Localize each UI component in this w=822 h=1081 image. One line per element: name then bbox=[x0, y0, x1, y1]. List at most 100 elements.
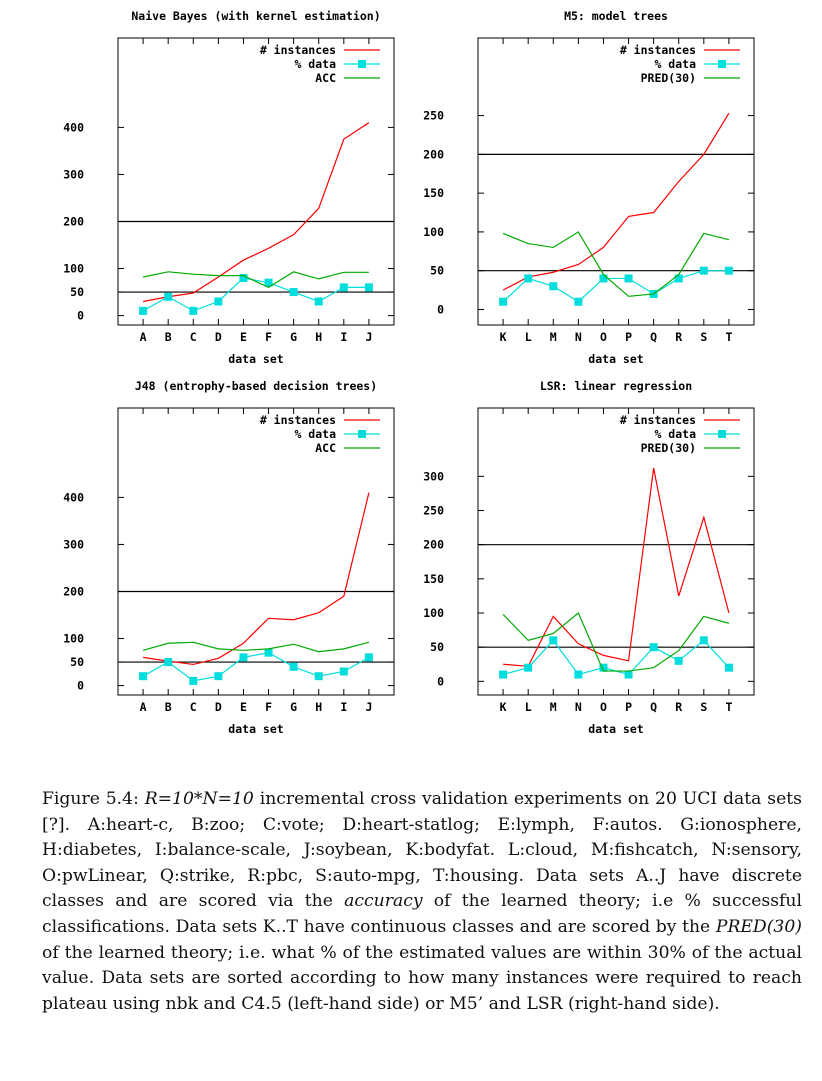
y-tick-label: 300 bbox=[63, 167, 84, 181]
x-tick-label: K bbox=[500, 330, 507, 344]
x-tick-label: N bbox=[575, 700, 582, 714]
x-tick-label: I bbox=[340, 330, 347, 344]
legend-label: # instances bbox=[620, 43, 696, 57]
data-point bbox=[674, 656, 683, 665]
y-tick-label: 0 bbox=[77, 679, 84, 693]
x-axis-label: data set bbox=[588, 352, 643, 366]
x-tick-label: H bbox=[315, 330, 322, 344]
charts-figure: Naive Bayes (with kernel estimation) 0 50 1… bbox=[63, 9, 755, 736]
legend-label: % data bbox=[294, 57, 336, 71]
legend-marker bbox=[358, 60, 366, 68]
legend-label: ACC bbox=[315, 71, 336, 85]
x-tick-label: G bbox=[290, 330, 297, 344]
caption-part3: of the learned theory; i.e. what % of th… bbox=[42, 942, 802, 1014]
data-point bbox=[289, 288, 298, 297]
data-point bbox=[264, 648, 273, 657]
legend-label: # instances bbox=[260, 413, 336, 427]
x-tick-label: E bbox=[240, 330, 247, 344]
series-line-0 bbox=[503, 468, 730, 667]
chart-2: M5: model trees 0 50 100 150 200 250 K L M N O P Q R S T… bbox=[423, 9, 755, 366]
data-point bbox=[524, 274, 533, 283]
y-tick-label: 100 bbox=[423, 225, 444, 239]
x-tick-label: J bbox=[365, 330, 372, 344]
x-tick-label: M bbox=[550, 330, 557, 344]
y-tick-label: 50 bbox=[70, 285, 84, 299]
y-tick-label: 50 bbox=[430, 264, 444, 278]
caption-part2: of the learned theory; i.e % successful … bbox=[42, 891, 802, 937]
data-point bbox=[314, 297, 323, 306]
data-point bbox=[599, 274, 608, 283]
y-tick-label: 250 bbox=[423, 504, 444, 518]
legend-label: # instances bbox=[260, 43, 336, 57]
x-tick-label: Q bbox=[650, 330, 657, 344]
x-tick-label: D bbox=[215, 700, 222, 714]
series-line-1 bbox=[142, 652, 370, 682]
data-point bbox=[339, 283, 348, 292]
data-point bbox=[624, 670, 633, 679]
data-point bbox=[499, 670, 508, 679]
plot-frame bbox=[477, 407, 755, 696]
data-point bbox=[574, 670, 583, 679]
x-tick-label: P bbox=[625, 700, 632, 714]
data-point bbox=[649, 643, 658, 652]
x-tick-label: L bbox=[525, 330, 532, 344]
plot-frame bbox=[477, 37, 755, 326]
x-tick-label: J bbox=[365, 700, 372, 714]
x-tick-label: D bbox=[215, 330, 222, 344]
y-tick-label: 100 bbox=[423, 606, 444, 620]
data-point bbox=[314, 672, 323, 681]
caption-math: R=10*N=10 bbox=[144, 789, 254, 809]
legend-label: % data bbox=[654, 57, 696, 71]
x-tick-label: K bbox=[500, 700, 507, 714]
data-point bbox=[499, 297, 508, 306]
y-tick-label: 150 bbox=[423, 572, 444, 586]
y-tick-label: 250 bbox=[423, 109, 444, 123]
y-tick-label: 0 bbox=[77, 309, 84, 323]
legend-marker bbox=[358, 430, 366, 438]
plot-frame bbox=[117, 37, 395, 326]
data-point bbox=[699, 266, 708, 275]
x-tick-label: M bbox=[550, 700, 557, 714]
series-line-2 bbox=[502, 231, 730, 297]
caption-part1: incremental cross validation experiments… bbox=[42, 789, 802, 912]
data-point bbox=[364, 283, 373, 292]
series-line-1 bbox=[502, 639, 730, 676]
data-point bbox=[239, 273, 248, 282]
x-tick-label: O bbox=[600, 700, 607, 714]
legend-label: % data bbox=[654, 427, 696, 441]
series-line-2 bbox=[142, 641, 370, 653]
data-point bbox=[724, 663, 733, 672]
data-point bbox=[164, 658, 173, 667]
y-tick-label: 150 bbox=[423, 186, 444, 200]
data-point bbox=[214, 672, 223, 681]
y-tick-label: 100 bbox=[63, 632, 84, 646]
caption-accuracy: accuracy bbox=[344, 891, 423, 912]
series-line-1 bbox=[142, 277, 369, 312]
x-tick-label: S bbox=[700, 330, 707, 344]
x-tick-label: B bbox=[165, 330, 172, 344]
x-tick-label: F bbox=[265, 330, 272, 344]
x-tick-label: I bbox=[340, 700, 347, 714]
data-point bbox=[289, 662, 298, 671]
data-point bbox=[724, 266, 733, 275]
y-tick-label: 200 bbox=[63, 584, 84, 598]
legend-label: PRED(30) bbox=[641, 71, 696, 85]
x-tick-label: N bbox=[575, 330, 582, 344]
data-point bbox=[189, 306, 198, 315]
data-point bbox=[599, 663, 608, 672]
y-tick-label: 300 bbox=[63, 537, 84, 551]
y-tick-label: 0 bbox=[437, 302, 444, 316]
series-line-0 bbox=[142, 122, 370, 303]
x-axis-label: data set bbox=[228, 352, 283, 366]
y-tick-label: 100 bbox=[63, 262, 84, 276]
chart-title: LSR: linear regression bbox=[540, 379, 692, 393]
data-point bbox=[364, 653, 373, 662]
data-point bbox=[189, 676, 198, 685]
legend-label: ACC bbox=[315, 441, 336, 455]
x-tick-label: G bbox=[290, 700, 297, 714]
y-tick-label: 200 bbox=[63, 214, 84, 228]
data-point bbox=[549, 636, 558, 645]
x-tick-label: B bbox=[165, 700, 172, 714]
caption-pred: PRED(30) bbox=[715, 916, 802, 937]
x-tick-label: Q bbox=[650, 700, 657, 714]
